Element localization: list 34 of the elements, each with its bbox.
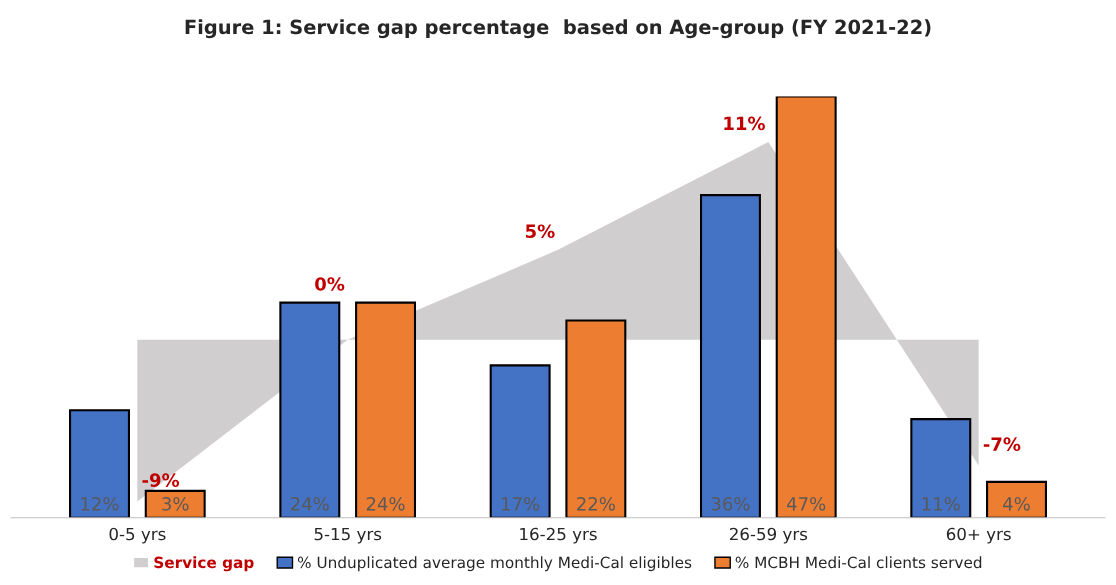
bar bbox=[565, 319, 627, 518]
chart-title: Figure 1: Service gap percentage based on Age-group (FY 2021-22) bbox=[185, 19, 931, 39]
x-tick-label: 16-25 yrs bbox=[520, 527, 597, 544]
data-label: 17% bbox=[502, 496, 540, 511]
bar bbox=[699, 194, 761, 518]
x-tick-label: 5-15 yrs bbox=[314, 527, 382, 544]
data-label: 11% bbox=[724, 116, 765, 131]
data-label: 24% bbox=[291, 496, 329, 511]
legend-label: % MCBH Medi-Cal clients served bbox=[735, 556, 982, 569]
bar bbox=[775, 96, 837, 518]
x-tick-label: 0-5 yrs bbox=[109, 527, 166, 544]
data-label: 4% bbox=[1003, 496, 1030, 511]
bar bbox=[144, 489, 206, 518]
data-label: 47% bbox=[787, 496, 826, 511]
data-label: 24% bbox=[366, 496, 405, 511]
data-label: 11% bbox=[922, 496, 960, 511]
data-label: 0% bbox=[315, 277, 345, 291]
x-tick-label: 60+ yrs bbox=[946, 527, 1011, 544]
bar bbox=[69, 409, 130, 518]
legend-label: Service gap bbox=[154, 556, 254, 572]
data-label: 22% bbox=[577, 496, 615, 511]
data-label: 12% bbox=[81, 496, 119, 511]
x-tick-label: 26-59 yrs bbox=[729, 527, 808, 544]
bar bbox=[910, 418, 972, 518]
data-label: 36% bbox=[711, 496, 750, 511]
data-label: 3% bbox=[162, 496, 189, 511]
bar bbox=[279, 301, 341, 518]
bar bbox=[986, 480, 1047, 518]
legend-label: % Unduplicated average monthly Medi-Cal eligibles bbox=[297, 556, 692, 572]
data-label: -9% bbox=[142, 473, 180, 487]
data-label: 5% bbox=[525, 224, 555, 239]
bar bbox=[355, 301, 417, 518]
bar bbox=[489, 364, 551, 518]
data-label: -7% bbox=[983, 437, 1021, 451]
